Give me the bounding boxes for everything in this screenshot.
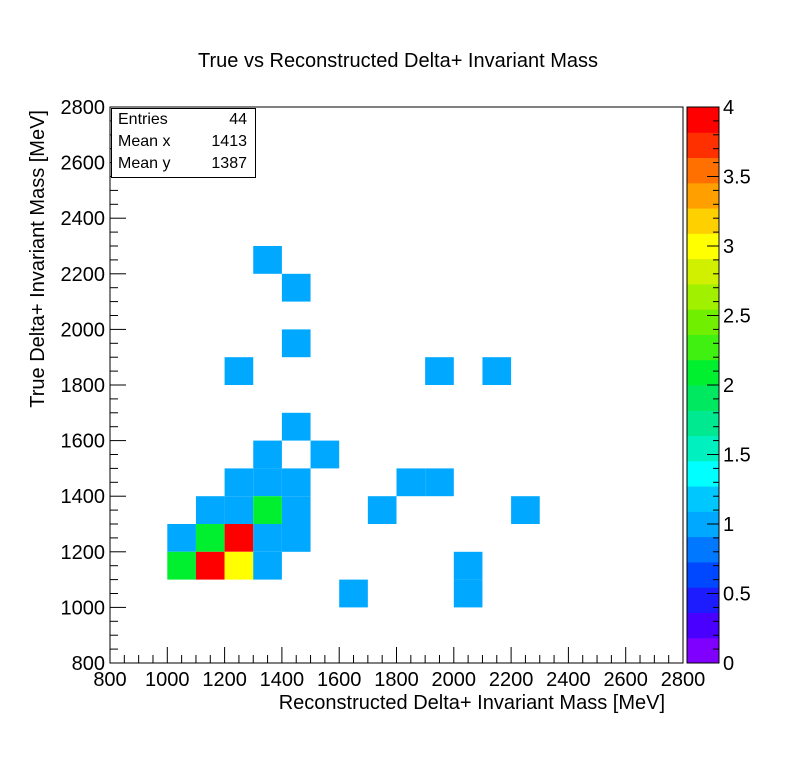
x-tick-label: 2200 (489, 669, 534, 691)
bins-layer (167, 246, 540, 608)
chart-title: True vs Reconstructed Delta+ Invariant M… (198, 50, 598, 72)
color-scale-swatch (687, 637, 719, 664)
x-tick-label: 2800 (661, 669, 706, 691)
heatmap-bin (281, 412, 311, 441)
heatmap-bin (367, 496, 397, 524)
y-tick-label: 2400 (61, 208, 106, 230)
heatmap-bin (253, 440, 282, 469)
z-tick-label: 0 (723, 653, 734, 675)
heatmap-bin (482, 357, 512, 385)
stats-entries-label: Entries (118, 111, 168, 128)
heatmap-bin (224, 524, 254, 552)
heatmap-bin (167, 524, 196, 552)
y-tick-label: 1000 (61, 597, 106, 619)
z-tick-label: 4 (723, 97, 734, 119)
stats-entries-value: 44 (229, 111, 247, 128)
x-tick-label: 1000 (145, 669, 190, 691)
x-tick-label: 2600 (603, 669, 648, 691)
y-tick-label: 2000 (61, 319, 106, 341)
heatmap-bin (167, 551, 196, 580)
color-scale-swatch (687, 283, 719, 310)
heatmap-bin (453, 551, 483, 580)
color-scale-swatch (687, 587, 719, 613)
heatmap-bin (224, 496, 254, 524)
heatmap-bin (281, 496, 311, 524)
color-scale-swatch (687, 435, 719, 462)
heatmap-bin (253, 246, 282, 274)
heatmap-bin (224, 468, 254, 497)
z-tick-label: 3 (723, 236, 734, 258)
stats-meany-label: Mean y (118, 155, 171, 172)
heatmap-bin (195, 551, 225, 580)
color-scale: 0 0.5 1 1.5 2 2.5 3 3.5 4 (686, 97, 751, 675)
y-tick-label: 1800 (61, 375, 106, 397)
y-tick-label: 800 (72, 653, 105, 675)
color-scale-swatch (687, 334, 719, 361)
heatmap-bin (253, 496, 282, 524)
heatmap-bin (224, 357, 254, 385)
stats-row-meanx: Mean x 1413 (118, 133, 247, 155)
heatmap-bin (224, 551, 254, 580)
x-tick-label: 2000 (432, 669, 477, 691)
x-axis-label: Reconstructed Delta+ Invariant Mass [MeV… (279, 692, 665, 714)
heatmap-bin (281, 273, 311, 302)
heatmap-bin (511, 496, 540, 524)
color-scale-swatch (687, 359, 719, 386)
z-tick-label: 2 (723, 375, 734, 397)
color-scale-swatch (687, 486, 719, 512)
stats-row-entries: Entries 44 (118, 111, 247, 133)
y-axis-label: True Delta+ Invariant Mass [MeV] (27, 110, 49, 408)
heatmap-bin (310, 440, 340, 469)
x-tick-label: 800 (93, 669, 126, 691)
x-tick-label: 1800 (374, 669, 419, 691)
y-tick-label: 2200 (61, 264, 106, 286)
color-scale-swatch (687, 385, 719, 411)
x-tick-label: 1600 (317, 669, 362, 691)
z-tick-label: 2.5 (723, 306, 751, 328)
heatmap-bin (281, 329, 311, 358)
heatmap-bin (281, 524, 311, 552)
stats-box: Entries 44 Mean x 1413 Mean y 1387 (111, 108, 256, 178)
z-tick-label: 1 (723, 514, 734, 536)
z-tick-label: 3.5 (723, 167, 751, 189)
axes-layer: 800 1000 1200 1400 1600 1800 2000 2200 2400 2600 2… (61, 97, 706, 691)
z-tick-label: 1.5 (723, 445, 751, 467)
color-scale-swatch (687, 132, 719, 159)
color-scale-swatch (687, 208, 719, 234)
stats-row-meany: Mean y 1387 (118, 155, 247, 177)
color-scale-swatch (687, 258, 719, 285)
x-tick-label: 1200 (202, 669, 247, 691)
heatmap-bin (253, 468, 282, 497)
heatmap-bin (195, 496, 225, 524)
x-tick-label: 2400 (546, 669, 591, 691)
color-scale-swatch (687, 309, 719, 335)
heatmap-bin (195, 524, 225, 552)
y-tick-label: 1600 (61, 431, 106, 453)
z-tick-label: 0.5 (723, 584, 751, 606)
y-tick-label: 2800 (61, 97, 106, 119)
y-tick-label: 2600 (61, 153, 106, 175)
color-scale-swatch (687, 157, 719, 184)
stats-meanx-value: 1413 (211, 133, 247, 150)
color-scale-swatch (687, 612, 719, 639)
color-scale-swatch (687, 561, 719, 588)
color-scale-swatch (687, 410, 719, 437)
stats-meany-value: 1387 (211, 155, 247, 172)
x-tick-label: 1400 (260, 669, 305, 691)
heatmap-bin (425, 357, 454, 385)
heatmap-bin (281, 468, 311, 497)
heatmap-bin (396, 468, 426, 497)
heatmap-bin (453, 579, 483, 608)
heatmap-bin (253, 524, 282, 552)
y-tick-label: 1400 (61, 486, 106, 508)
heatmap-bin (425, 468, 454, 497)
color-scale-swatch (687, 536, 719, 563)
color-scale-swatch (687, 107, 719, 133)
heatmap-bin (339, 579, 368, 608)
y-tick-label: 1200 (61, 542, 106, 564)
stats-meanx-label: Mean x (118, 133, 171, 150)
heatmap-bin (253, 551, 282, 580)
